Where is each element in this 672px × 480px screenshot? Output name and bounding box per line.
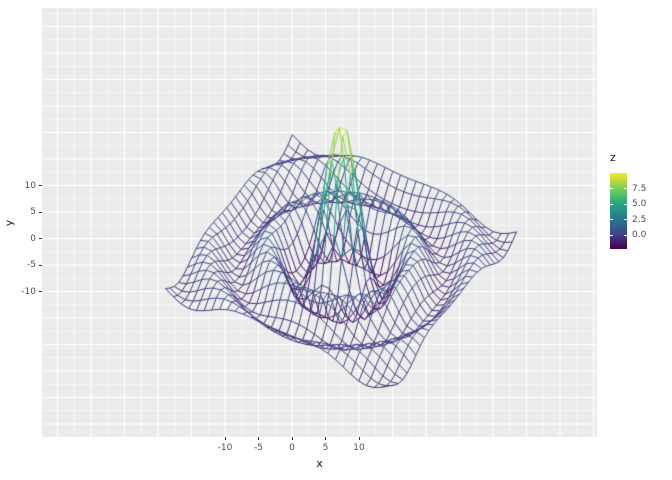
y-tick-label: 10 xyxy=(24,180,36,191)
y-tick-mark xyxy=(39,264,42,266)
x-tick-mark xyxy=(325,437,326,440)
legend-tick-mark xyxy=(610,234,613,236)
x-tick-mark xyxy=(224,437,226,440)
y-tick-mark xyxy=(39,238,42,239)
legend-tick-label: 0.0 xyxy=(632,230,647,241)
y-tick-label: -5 xyxy=(27,260,36,270)
y-tick-mark xyxy=(39,211,42,213)
x-tick-label: 0 xyxy=(289,443,295,453)
legend-tick-mark xyxy=(624,234,627,236)
y-tick-mark xyxy=(39,291,42,292)
y-tick-label: 5 xyxy=(30,207,36,217)
legend-tick-mark xyxy=(624,188,627,190)
x-tick-mark xyxy=(358,437,360,440)
x-tick-label: 10 xyxy=(353,443,365,453)
y-tick-mark xyxy=(39,185,42,186)
legend-tick-mark xyxy=(610,188,613,190)
y-tick-label: 0 xyxy=(30,233,36,244)
x-tick-mark xyxy=(291,437,293,440)
legend-tick-mark xyxy=(624,203,627,205)
x-tick-mark xyxy=(258,437,259,440)
legend-tick-label: 7.5 xyxy=(632,183,647,194)
legend-tick-mark xyxy=(610,203,613,205)
legend-tick-label: 5.0 xyxy=(632,199,647,210)
x-tick-label: 5 xyxy=(322,443,329,453)
y-tick-label: -10 xyxy=(21,286,36,297)
x-tick-label: -10 xyxy=(217,443,233,453)
legend-tick-label: 2.5 xyxy=(632,214,647,225)
legend-tick-mark xyxy=(610,219,613,221)
legend-colorbar xyxy=(610,173,627,249)
legend-tick-mark xyxy=(624,219,627,221)
x-tick-label: -5 xyxy=(254,443,263,453)
x-axis-title: x xyxy=(316,457,323,470)
y-axis-title: y xyxy=(2,219,16,226)
legend-title: z xyxy=(610,151,616,164)
